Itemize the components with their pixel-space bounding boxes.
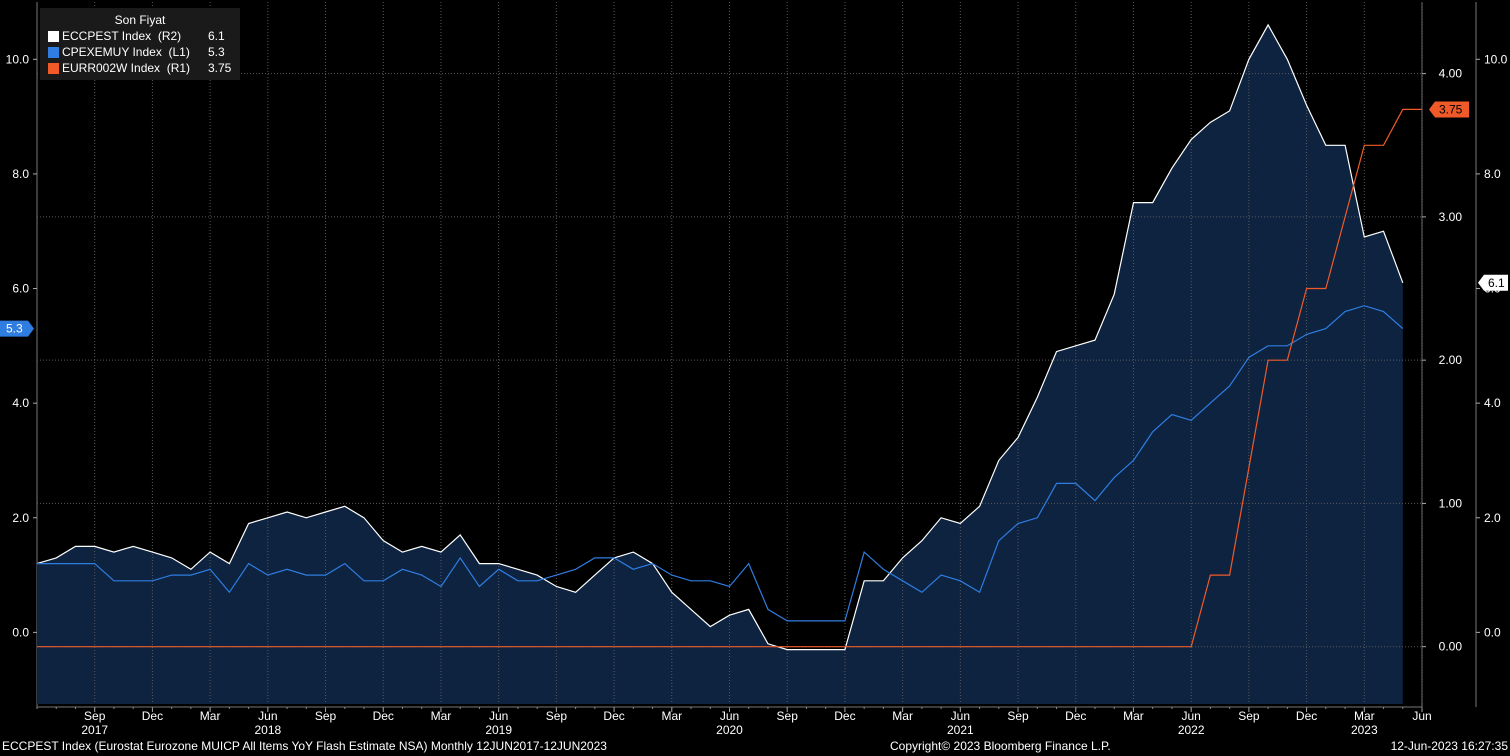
tick-label-l1: 2.0 xyxy=(12,511,29,525)
tick-label-year: 2017 xyxy=(81,723,108,737)
legend-name-eurr002w: EURR002W Index (R1) xyxy=(62,61,191,75)
tick-label-l1: 0.0 xyxy=(12,625,29,639)
tick-label-month: Sep xyxy=(546,709,568,723)
tick-label-month: Sep xyxy=(777,709,799,723)
tick-label-r2: 10.0 xyxy=(1484,52,1508,66)
tick-label-year: 2020 xyxy=(716,723,743,737)
tick-label-month: Dec xyxy=(1065,709,1086,723)
eccpest-last-value-label: 6.1 xyxy=(1478,274,1508,291)
tick-label-r1: 0.00 xyxy=(1439,640,1463,654)
tick-label-year: 2018 xyxy=(254,723,281,737)
tick-label-l1: 10.0 xyxy=(6,52,30,66)
tick-label-month: Dec xyxy=(834,709,855,723)
legend-value-eurr002w: 3.75 xyxy=(208,61,232,75)
tick-label-month: Sep xyxy=(84,709,106,723)
tick-label-month: Dec xyxy=(1296,709,1317,723)
legend-entry-eccpest: ECCPEST Index (R2) 6.1 xyxy=(40,28,240,44)
last-value-text: 6.1 xyxy=(1488,276,1505,290)
eurr002w-series-line xyxy=(37,108,1422,648)
tick-label-year: 2023 xyxy=(1351,723,1378,737)
cpexemuy-series-line xyxy=(37,305,1404,622)
tick-label-l1: 4.0 xyxy=(12,396,29,410)
tick-label-month: Dec xyxy=(373,709,394,723)
tick-label-l1: 8.0 xyxy=(12,167,29,181)
tick-label-r1: 1.00 xyxy=(1439,496,1463,510)
tick-label-month: Mar xyxy=(892,709,913,723)
footer-copyright: Copyright© 2023 Bloomberg Finance L.P. xyxy=(890,739,1111,753)
legend-swatch-cpexemuy xyxy=(48,46,59,58)
tick-label-r1: 3.00 xyxy=(1439,210,1463,224)
tick-label-r1: 2.00 xyxy=(1439,353,1463,367)
last-value-tag xyxy=(1429,101,1469,118)
tick-label-month: Mar xyxy=(1123,709,1144,723)
vertical-gridlines xyxy=(94,2,1423,704)
tick-label-month: Mar xyxy=(661,709,682,723)
tick-label-month: Jun xyxy=(1412,709,1431,723)
tick-label-month: Mar xyxy=(431,709,452,723)
tick-label-month: Sep xyxy=(315,709,337,723)
legend-header: Son Fiyat xyxy=(114,13,166,27)
tick-label-month: Mar xyxy=(200,709,221,723)
legend-entry-eurr002w: EURR002W Index (R1) 3.75 xyxy=(40,60,240,76)
tick-label-month: Dec xyxy=(142,709,163,723)
tick-label-year: 2022 xyxy=(1178,723,1205,737)
tick-label-month: Jun xyxy=(489,709,508,723)
right-axis-r2-ticks: 0.02.04.06.08.010.0 xyxy=(1476,52,1508,639)
chart-legend: Son Fiyat ECCPEST Index (R2) 6.1 CPEXEMU… xyxy=(40,8,240,80)
tick-label-month: Sep xyxy=(1238,709,1260,723)
last-value-text: 5.3 xyxy=(6,322,23,336)
tick-label-month: Dec xyxy=(603,709,624,723)
last-value-text: 3.75 xyxy=(1439,102,1463,116)
x-axis-ticks: Sep Dec Mar Jun Sep Dec Mar Jun Sep Dec Mar Jun Sep D… xyxy=(36,707,1432,737)
tick-label-r1: 4.00 xyxy=(1439,67,1463,81)
tick-label-month: Mar xyxy=(1354,709,1375,723)
legend-name-cpexemuy: CPEXEMUY Index (L1) xyxy=(62,45,190,59)
legend-value-cpexemuy: 5.3 xyxy=(208,45,225,59)
eurr002w-last-value-label: 3.75 xyxy=(1429,101,1469,118)
eccpest-area-fill xyxy=(37,24,1403,704)
legend-name-eccpest: ECCPEST Index (R2) xyxy=(62,29,182,43)
tick-label-year: 2021 xyxy=(947,723,974,737)
eccpest-series-line xyxy=(36,23,1404,651)
tick-label-l1: 6.0 xyxy=(12,282,29,296)
tick-label-r2: 4.0 xyxy=(1484,396,1501,410)
tick-label-r2: 0.0 xyxy=(1484,625,1501,639)
legend-swatch-eccpest xyxy=(48,30,59,42)
left-axis-ticks: 0.0 2.0 4.0 6.0 8.0 10.0 xyxy=(6,52,37,639)
legend-entry-cpexemuy: CPEXEMUY Index (L1) 5.3 xyxy=(40,44,240,60)
tick-label-month: Jun xyxy=(1181,709,1200,723)
tick-label-month: Sep xyxy=(1007,709,1029,723)
legend-value-eccpest: 6.1 xyxy=(208,29,225,43)
tick-label-month: Jun xyxy=(720,709,739,723)
footer-timestamp: 12-Jun-2023 16:27:35 xyxy=(1390,739,1508,753)
tick-label-year: 2019 xyxy=(485,723,512,737)
right-axis-r1-ticks: 0.00 1.00 2.00 3.00 4.00 xyxy=(1422,67,1462,654)
tick-label-month: Jun xyxy=(951,709,970,723)
last-value-tag xyxy=(0,320,34,337)
cpexemuy-last-value-label: 5.3 xyxy=(0,320,34,337)
tick-label-month: Jun xyxy=(258,709,277,723)
last-value-tag xyxy=(1478,274,1508,291)
footer-description: ECCPEST Index (Eurostat Eurozone MUICP A… xyxy=(2,739,607,753)
tick-label-r2: 8.0 xyxy=(1484,167,1501,181)
tick-label-r2: 2.0 xyxy=(1484,511,1501,525)
legend-swatch-eurr002w xyxy=(48,62,59,74)
